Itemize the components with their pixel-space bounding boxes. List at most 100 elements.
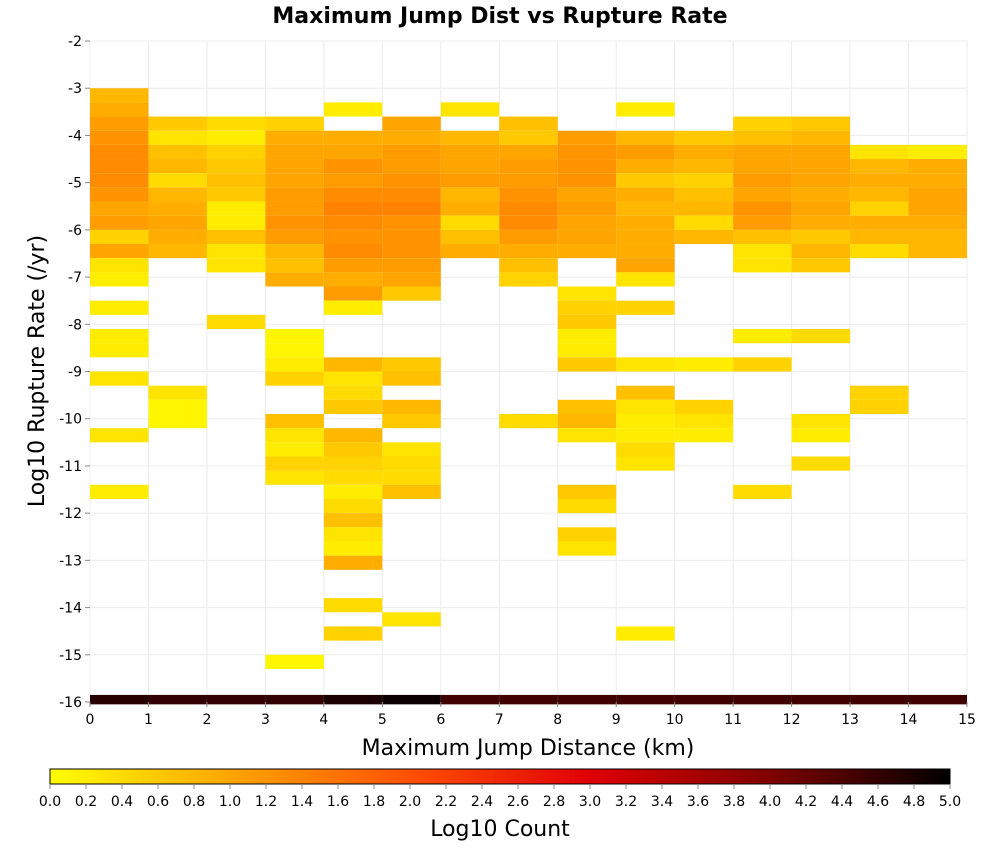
heatmap-cell <box>557 527 617 542</box>
heatmap-cell <box>323 555 383 570</box>
heatmap-cell <box>206 258 266 273</box>
heatmap-cell <box>90 130 149 145</box>
heatmap-cell <box>674 215 734 230</box>
colorbar-title: Log10 Count <box>430 817 570 842</box>
total-row-cell <box>908 694 967 705</box>
heatmap-cell <box>557 286 617 301</box>
colorbar-tick-label: 0.6 <box>147 794 169 810</box>
heatmap-cell <box>323 498 383 514</box>
y-axis-title: Log10 Rupture Rate (/yr) <box>25 235 50 507</box>
heatmap-cell <box>850 399 909 414</box>
heatmap-cell <box>323 130 383 145</box>
heatmap-cell <box>382 612 441 627</box>
heatmap-cell <box>616 428 675 443</box>
colorbar-tick-label: 4.6 <box>867 794 889 810</box>
heatmap-cell <box>557 173 617 188</box>
colorbar-tick-label: 4.0 <box>759 794 781 810</box>
heatmap-cell <box>557 399 617 414</box>
heatmap-cell <box>323 102 383 117</box>
heatmap-cell <box>733 201 792 216</box>
heatmap-cell <box>206 144 266 160</box>
y-tick-label: -16 <box>59 695 82 711</box>
total-row-cell <box>90 694 149 705</box>
heatmap-cell <box>674 357 734 372</box>
heatmap-cell <box>791 201 851 216</box>
heatmap-cell <box>557 314 617 330</box>
heatmap-cell <box>148 413 207 429</box>
heatmap-cell <box>382 357 441 372</box>
heatmap-cell <box>323 159 383 174</box>
heatmap-cell <box>499 258 558 273</box>
heatmap-cell <box>733 144 792 160</box>
heatmap-cell <box>791 428 851 443</box>
heatmap-cell <box>557 215 617 230</box>
colorbar-ticks: 0.0 0.2 0.4 0.6 0.8 1.0 1.2 1.4 1.6 1.8 2.0 2.2 2.4 2… <box>39 784 961 810</box>
heatmap-cell <box>323 484 383 499</box>
heatmap-cell <box>382 201 441 216</box>
heatmap-cell <box>382 229 441 245</box>
heatmap-cell <box>90 201 149 216</box>
x-tick-label: 13 <box>841 712 859 728</box>
heatmap-cell <box>265 470 324 485</box>
y-tick-label: -8 <box>68 317 82 333</box>
heatmap-cell <box>323 626 383 641</box>
heatmap-cell <box>148 385 207 400</box>
heatmap-cell <box>323 598 383 613</box>
heatmap-cell <box>616 300 675 315</box>
heatmap-cell <box>90 329 149 344</box>
heatmap-cell <box>616 187 675 202</box>
heatmap-cell <box>323 541 383 556</box>
heatmap-cell <box>733 229 792 245</box>
colorbar-tick-label: 2.8 <box>543 794 565 810</box>
colorbar-tick-label: 1.0 <box>219 794 241 810</box>
heatmap-cell <box>323 357 383 372</box>
heatmap-cell <box>616 144 675 160</box>
chart-title: Maximum Jump Dist vs Rupture Rate <box>272 4 727 29</box>
heatmap-cell <box>265 130 324 145</box>
heatmap-cell <box>265 244 324 259</box>
heatmap-cell <box>850 144 909 160</box>
heatmap-cell <box>323 527 383 542</box>
heatmap-cell <box>382 116 441 131</box>
heatmap-cell <box>908 144 967 160</box>
heatmap-cell <box>557 329 617 344</box>
heatmap-cell <box>499 272 558 287</box>
y-tick-label: -13 <box>59 553 82 569</box>
heatmap-cell <box>557 484 617 499</box>
heatmap-cell <box>791 144 851 160</box>
heatmap-cell <box>323 442 383 457</box>
heatmap-cell <box>206 244 266 259</box>
y-tick-label: -7 <box>68 270 82 286</box>
heatmap-cell <box>382 258 441 273</box>
heatmap-cell <box>440 159 500 174</box>
heatmap-cell <box>90 258 149 273</box>
heatmap-cell <box>90 229 149 245</box>
heatmap-cell <box>674 130 734 145</box>
heatmap-cell <box>616 229 675 245</box>
heatmap-cell <box>323 173 383 188</box>
heatmap-cell <box>440 187 500 202</box>
heatmap-cell <box>499 144 558 160</box>
heatmap-cell <box>674 187 734 202</box>
heatmap-cell <box>382 470 441 485</box>
heatmap-cell <box>90 144 149 160</box>
heatmap-cell <box>674 229 734 245</box>
colorbar-tick-label: 0.8 <box>183 794 205 810</box>
heatmap-cell <box>148 215 207 230</box>
colorbar-tick-label: 3.6 <box>687 794 709 810</box>
heatmap-cell <box>440 229 500 245</box>
x-tick-label: 4 <box>319 712 328 728</box>
heatmap-cell <box>265 654 324 669</box>
heatmap-cell <box>323 201 383 216</box>
heatmap-cell <box>791 244 851 259</box>
heatmap-cell <box>265 201 324 216</box>
heatmap-cell <box>557 428 617 443</box>
colorbar-tick-label: 2.2 <box>435 794 457 810</box>
heatmap-cell <box>265 215 324 230</box>
colorbar-tick-label: 0.2 <box>75 794 97 810</box>
colorbar-tick-label: 5.0 <box>939 794 961 810</box>
heatmap-cell <box>850 201 909 216</box>
heatmap-cell <box>382 442 441 457</box>
heatmap-cell <box>557 187 617 202</box>
heatmap-cell <box>616 130 675 145</box>
